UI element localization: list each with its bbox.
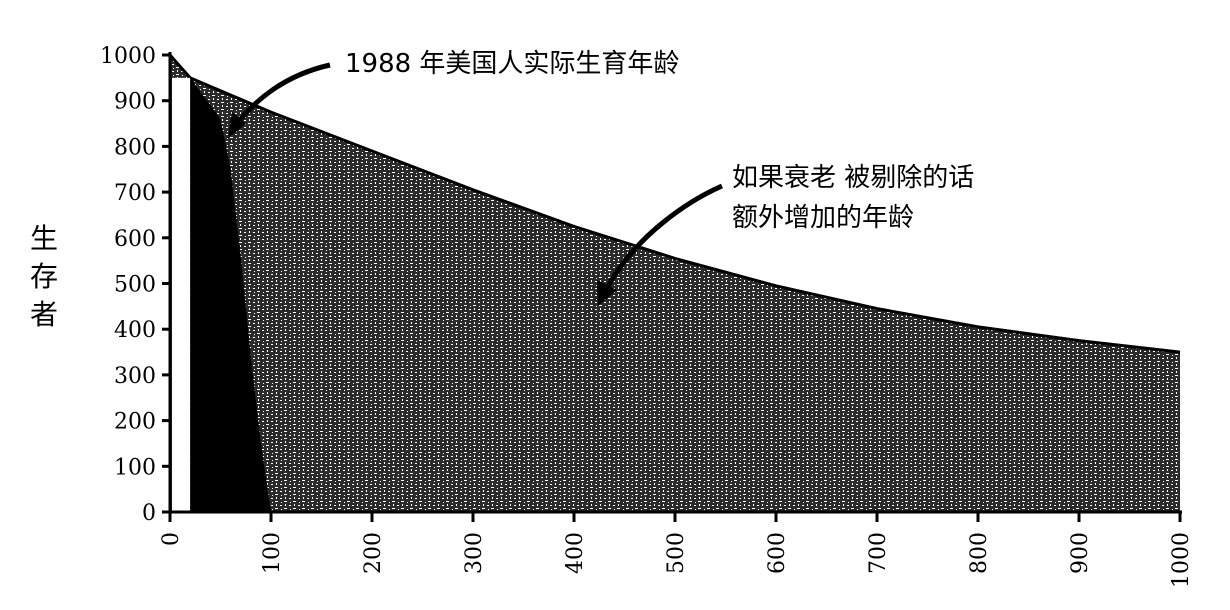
annotation-arrow-extra (603, 183, 724, 292)
annotation-arrowhead-actual (228, 112, 246, 138)
y-tick-label: 900 (114, 90, 156, 115)
y-tick-label: 0 (142, 501, 156, 526)
y-tick-label: 700 (114, 181, 156, 206)
axis-gap-strip (172, 77, 191, 512)
annotation-extra-line2: 额外增加的年龄 (732, 203, 914, 233)
annotation-arrowhead-extra (597, 280, 617, 306)
x-tick-label: 400 (563, 532, 588, 574)
y-axis-label-text: 生存者 (30, 222, 58, 331)
series-actual-area (190, 77, 271, 513)
x-tick-label: 600 (765, 532, 790, 574)
x-tick-label: 0 (159, 532, 184, 546)
y-tick-label: 500 (114, 273, 156, 298)
annotation-arrow-actual (234, 62, 331, 127)
annotation-actual-line1: 1988 年美国人实际生育年龄 (345, 49, 679, 79)
annotation-extra-line1: 如果衰老 被剔除的话 (732, 163, 974, 193)
x-tick-label: 200 (361, 532, 386, 574)
series-extra-area (170, 55, 1180, 512)
y-tick-label: 400 (114, 318, 156, 343)
x-tick-label: 800 (967, 532, 992, 574)
x-tick-label: 1000 (1169, 532, 1194, 588)
x-tick-label: 100 (260, 532, 285, 574)
y-axis-label: 生存者 (30, 222, 58, 331)
y-tick-label: 100 (114, 455, 156, 480)
x-tick-label: 300 (462, 532, 487, 574)
y-tick-label: 800 (114, 135, 156, 160)
y-tick-label: 1000 (100, 44, 156, 69)
x-tick-label: 700 (866, 532, 891, 574)
y-tick-label: 200 (114, 410, 156, 435)
y-tick-label: 600 (114, 227, 156, 252)
y-tick-label: 300 (114, 364, 156, 389)
x-tick-label: 500 (664, 532, 689, 574)
x-tick-label: 900 (1068, 532, 1093, 574)
series-extra-line (168, 54, 1181, 354)
